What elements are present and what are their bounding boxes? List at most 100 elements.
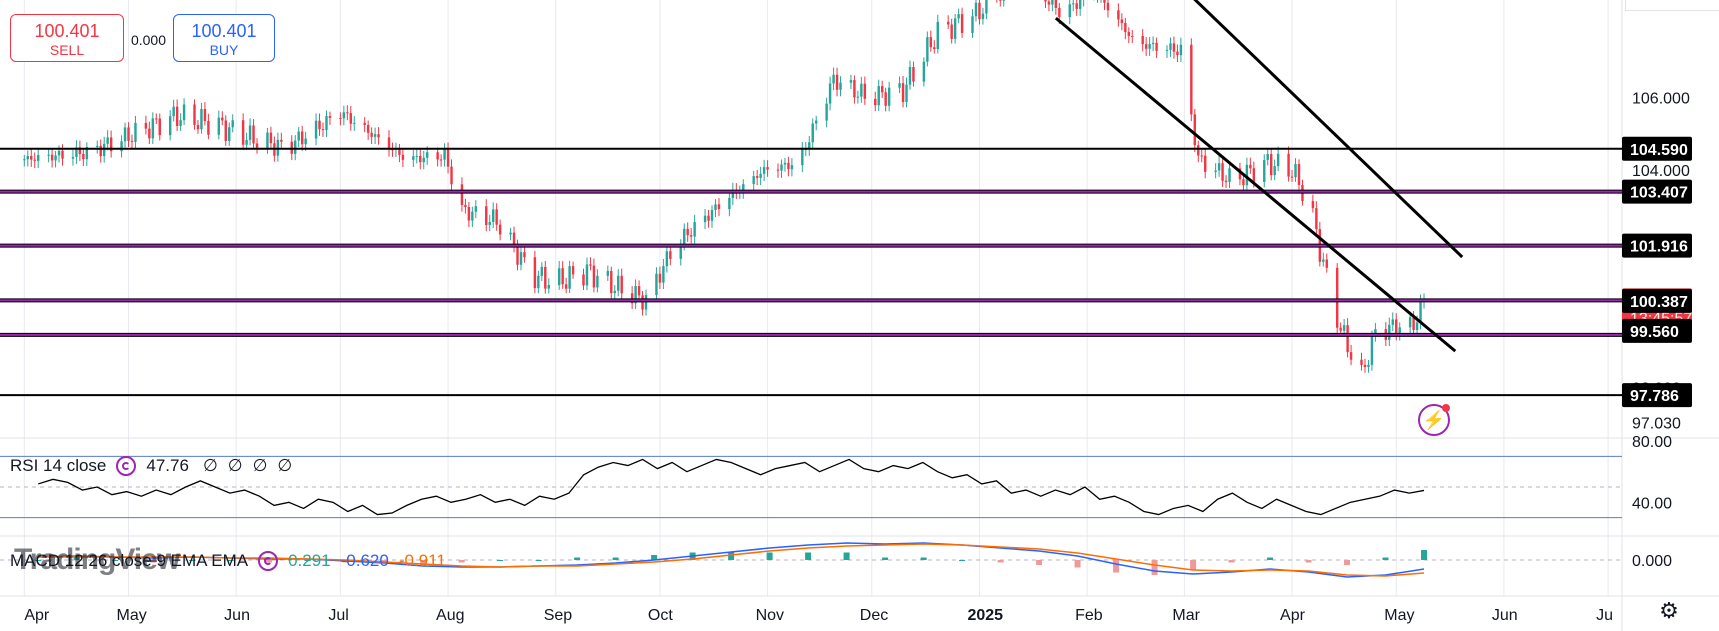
- candle-body: [280, 139, 283, 142]
- candle-body: [544, 266, 547, 289]
- candle-body: [1349, 352, 1353, 360]
- rsi-legend[interactable]: RSI 14 close 47.76 ∅ ∅ ∅ ∅: [10, 454, 302, 478]
- candle-body: [318, 120, 321, 130]
- candle-body: [564, 284, 568, 289]
- candle-body: [759, 173, 762, 178]
- candle-body: [401, 154, 405, 160]
- candle-body: [391, 149, 394, 151]
- candle-body: [1325, 259, 1328, 268]
- x-tick-label: Aug: [436, 607, 464, 624]
- buy-button[interactable]: 100.401 BUY: [173, 14, 275, 62]
- candle-body: [450, 166, 453, 185]
- macd-legend-name: MACD 12 26 close 9 EMA EMA: [10, 551, 249, 570]
- candle-body: [342, 112, 346, 119]
- candle-body: [1117, 10, 1120, 20]
- candle-body: [596, 275, 599, 288]
- candle-body: [266, 132, 269, 149]
- candle-body: [755, 176, 759, 178]
- candle-body: [1335, 267, 1339, 328]
- candle-body: [134, 122, 137, 142]
- candle-body: [252, 125, 255, 144]
- candle-body: [710, 209, 714, 221]
- candle-body: [905, 84, 908, 103]
- candle-body: [728, 197, 731, 210]
- candle-body: [1103, 0, 1106, 3]
- macd-histogram-bar: [150, 560, 157, 563]
- candle-body: [926, 37, 929, 62]
- candle-body: [130, 140, 134, 142]
- candle-body: [1217, 163, 1221, 171]
- candle-body: [776, 169, 780, 171]
- macd-histogram-bar: [574, 557, 581, 560]
- candle-body: [1242, 179, 1245, 186]
- candle-body: [158, 118, 161, 136]
- candle-body: [71, 156, 75, 159]
- candle-body: [814, 120, 818, 124]
- candle-body: [1367, 364, 1370, 368]
- candle-body: [179, 120, 182, 126]
- candle-body: [1221, 163, 1224, 181]
- indicator-settings-icon[interactable]: [116, 456, 137, 476]
- macd-histogram-bar: [1036, 560, 1043, 565]
- candle-body: [877, 86, 880, 106]
- candle-body: [839, 82, 842, 90]
- x-tick-label: Mar: [1172, 607, 1200, 624]
- candle-body: [1176, 51, 1179, 56]
- candle-body: [1054, 0, 1058, 9]
- candle-body: [985, 0, 988, 14]
- candle-body: [974, 2, 978, 17]
- candle-body: [467, 206, 471, 221]
- rsi-tick-label: 40.00: [1632, 495, 1672, 512]
- candle-body: [78, 147, 82, 155]
- macd-histogram-bar: [535, 560, 542, 561]
- candle-body: [568, 266, 571, 289]
- indicator-settings-icon[interactable]: [258, 551, 279, 571]
- sell-button[interactable]: 100.401 SELL: [10, 14, 124, 62]
- settings-icon[interactable]: ⚙: [1659, 598, 1679, 623]
- candle-body: [689, 235, 693, 237]
- candle-body: [304, 138, 307, 145]
- candle-body: [1002, 0, 1005, 1]
- candle-body: [148, 128, 151, 139]
- candle-body: [884, 92, 887, 106]
- candle-body: [787, 162, 790, 170]
- candle-body: [50, 154, 54, 161]
- price-tick-label: 97.030: [1632, 415, 1681, 432]
- macd-histogram-bar: [766, 552, 773, 560]
- candle-body: [422, 157, 425, 163]
- candle-body: [1269, 153, 1273, 176]
- candle-body: [314, 120, 318, 139]
- candle-body: [707, 215, 710, 221]
- candle-body: [33, 159, 36, 161]
- macd-histogram-bar: [1190, 560, 1197, 570]
- candle-body: [245, 139, 248, 145]
- candle-body: [321, 129, 325, 131]
- candle-body: [1374, 329, 1377, 336]
- candle-body: [1395, 319, 1398, 335]
- candle-body: [377, 134, 380, 138]
- candle-body: [363, 122, 366, 126]
- alert-icon[interactable]: ⚡: [1418, 404, 1450, 436]
- candle-body: [509, 232, 512, 235]
- macd-histogram-bar: [728, 552, 735, 560]
- candle-body: [665, 251, 669, 267]
- candle-body: [54, 155, 57, 161]
- candle-body: [606, 271, 610, 276]
- candle-body: [936, 21, 939, 50]
- candle-body: [346, 112, 349, 114]
- candle-body: [1290, 176, 1294, 178]
- candle-body: [228, 127, 231, 141]
- candle-body: [1252, 168, 1256, 183]
- rsi-legend-extra: ∅: [277, 456, 293, 475]
- candle-body: [1398, 327, 1401, 335]
- macd-histogram-bar: [1267, 557, 1274, 560]
- candle-body: [1287, 153, 1290, 177]
- candle-body: [1346, 325, 1349, 353]
- tradingview-watermark: TradingView: [14, 543, 180, 576]
- macd-histogram-bar: [843, 552, 850, 560]
- price-label-box: [1622, 233, 1692, 258]
- candle-body: [1322, 259, 1325, 262]
- candle-body: [1224, 180, 1228, 182]
- macd-legend[interactable]: MACD 12 26 close 9 EMA EMA 0.291 -0.620 …: [10, 549, 456, 573]
